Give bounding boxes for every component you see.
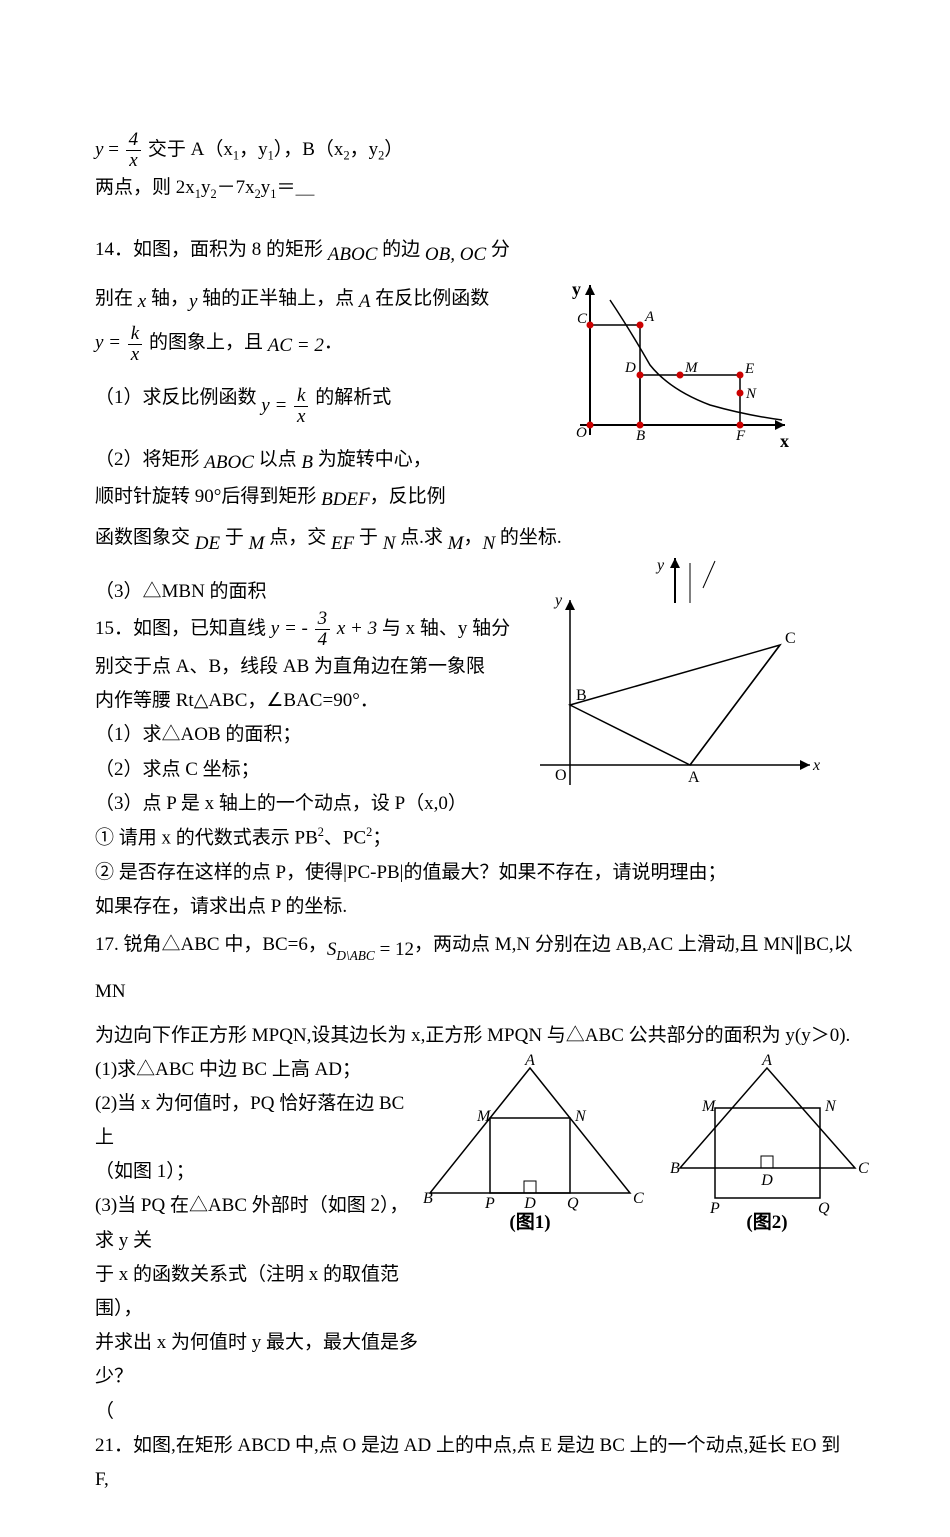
q17-p3d: （	[95, 1395, 425, 1429]
svg-text:M: M	[684, 360, 699, 376]
svg-text:P: P	[709, 1200, 720, 1217]
q17-figure1: A B C M N P Q D (图1)	[415, 1053, 645, 1245]
svg-text:D: D	[624, 360, 636, 376]
q13-txt1: 交于 A（x	[148, 139, 233, 160]
svg-text:x: x	[780, 431, 789, 451]
svg-text:(图1): (图1)	[509, 1211, 550, 1233]
svg-text:E: E	[744, 361, 754, 377]
svg-text:A: A	[761, 1053, 772, 1069]
svg-text:P: P	[484, 1195, 495, 1212]
svg-text:x: x	[812, 757, 820, 774]
q17-p2: (2)当 x 为何值时，PQ 恰好落在边 BC 上	[95, 1087, 425, 1155]
svg-text:y: y	[553, 592, 563, 609]
frac-kx2: k x	[294, 386, 308, 427]
svg-text:C: C	[577, 311, 588, 327]
svg-text:N: N	[574, 1108, 587, 1125]
svg-text:N: N	[745, 386, 757, 402]
q17-l1: 17. 锐角△ABC 中，BC=6，SD\ABC = 12，两动点 M,N 分别…	[95, 924, 855, 1013]
q15-figure: x y O A B C	[530, 585, 825, 807]
q17-p3a: (3)当 PQ 在△ABC 外部时（如图 2），求 y 关	[95, 1189, 425, 1257]
svg-text:O: O	[576, 425, 587, 441]
frac-4x: 4 x	[126, 130, 142, 171]
svg-text:D: D	[760, 1172, 773, 1189]
svg-text:M: M	[476, 1108, 492, 1125]
q15-s3: 如果存在，请求出点 P 的坐标.	[95, 890, 855, 924]
q17-p3b: 于 x 的函数关系式（注明 x 的取值范围），	[95, 1258, 425, 1326]
q17-l2: 为边向下作正方形 MPQN,设其边长为 x,正方形 MPQN 与△ABC 公共部…	[95, 1019, 855, 1053]
q14-p2l3: 函数图象交 DE 于 M 点，交 EF 于 N 点.求 M，N 的坐标.	[95, 517, 855, 565]
svg-text:Q: Q	[567, 1195, 579, 1212]
frac-34: 3 4	[315, 609, 331, 650]
q14-line1: 14．如图，面积为 8 的矩形 ABOC 的边 OB, OC 分	[95, 227, 855, 278]
q15-s2: ② 是否存在这样的点 P，使得|PC-PB|的值最大？如果不存在，请说明理由；	[95, 856, 855, 890]
svg-text:O: O	[555, 767, 567, 784]
q17-p3c: 并求出 x 为何值时 y 最大，最大值是多少？	[95, 1326, 425, 1394]
svg-text:C: C	[633, 1190, 644, 1207]
svg-text:A: A	[644, 309, 655, 325]
svg-text:(图2): (图2)	[746, 1211, 787, 1233]
q17-p2b: （如图 1）；	[95, 1155, 425, 1189]
q13-line1: y = 4 x 交于 A（x1，y1），B（x2，y2）	[95, 130, 855, 171]
svg-text:A: A	[688, 769, 700, 786]
svg-text:M: M	[701, 1098, 717, 1115]
svg-text:y: y	[572, 279, 581, 299]
svg-text:C: C	[858, 1160, 869, 1177]
q17-p1: (1)求△ABC 中边 BC 上高 AD；	[95, 1053, 425, 1087]
svg-text:B: B	[576, 687, 587, 704]
svg-text:F: F	[735, 428, 746, 444]
q13-line2: 两点，则 2x1y2－7x2y1＝＿	[95, 171, 855, 205]
q15-s1: ① 请用 x 的代数式表示 PB2、PC2；	[95, 821, 855, 856]
q14-figure: y x O C A B D E F M N	[550, 275, 800, 472]
svg-text:D: D	[523, 1195, 536, 1212]
svg-text:C: C	[785, 630, 796, 647]
svg-text:B: B	[670, 1160, 680, 1177]
q17-figure2: A B C M N P Q D (图2)	[660, 1053, 875, 1245]
frac-kx: k x	[128, 324, 142, 365]
svg-text:B: B	[636, 428, 645, 444]
page-content: y = 4 x 交于 A（x1，y1），B（x2，y2） 两点，则 2x1y2－…	[95, 130, 855, 1497]
svg-text:Q: Q	[818, 1200, 830, 1217]
svg-text:A: A	[524, 1053, 535, 1069]
svg-text:y: y	[655, 557, 665, 574]
q14-p2l2: 顺时针旋转 90°后得到矩形 BDEF，反比例	[95, 480, 855, 517]
svg-text:B: B	[423, 1190, 433, 1207]
svg-text:N: N	[824, 1098, 837, 1115]
q21-text: 21．如图,在矩形 ABCD 中,点 O 是边 AD 上的中点,点 E 是边 B…	[95, 1429, 855, 1497]
